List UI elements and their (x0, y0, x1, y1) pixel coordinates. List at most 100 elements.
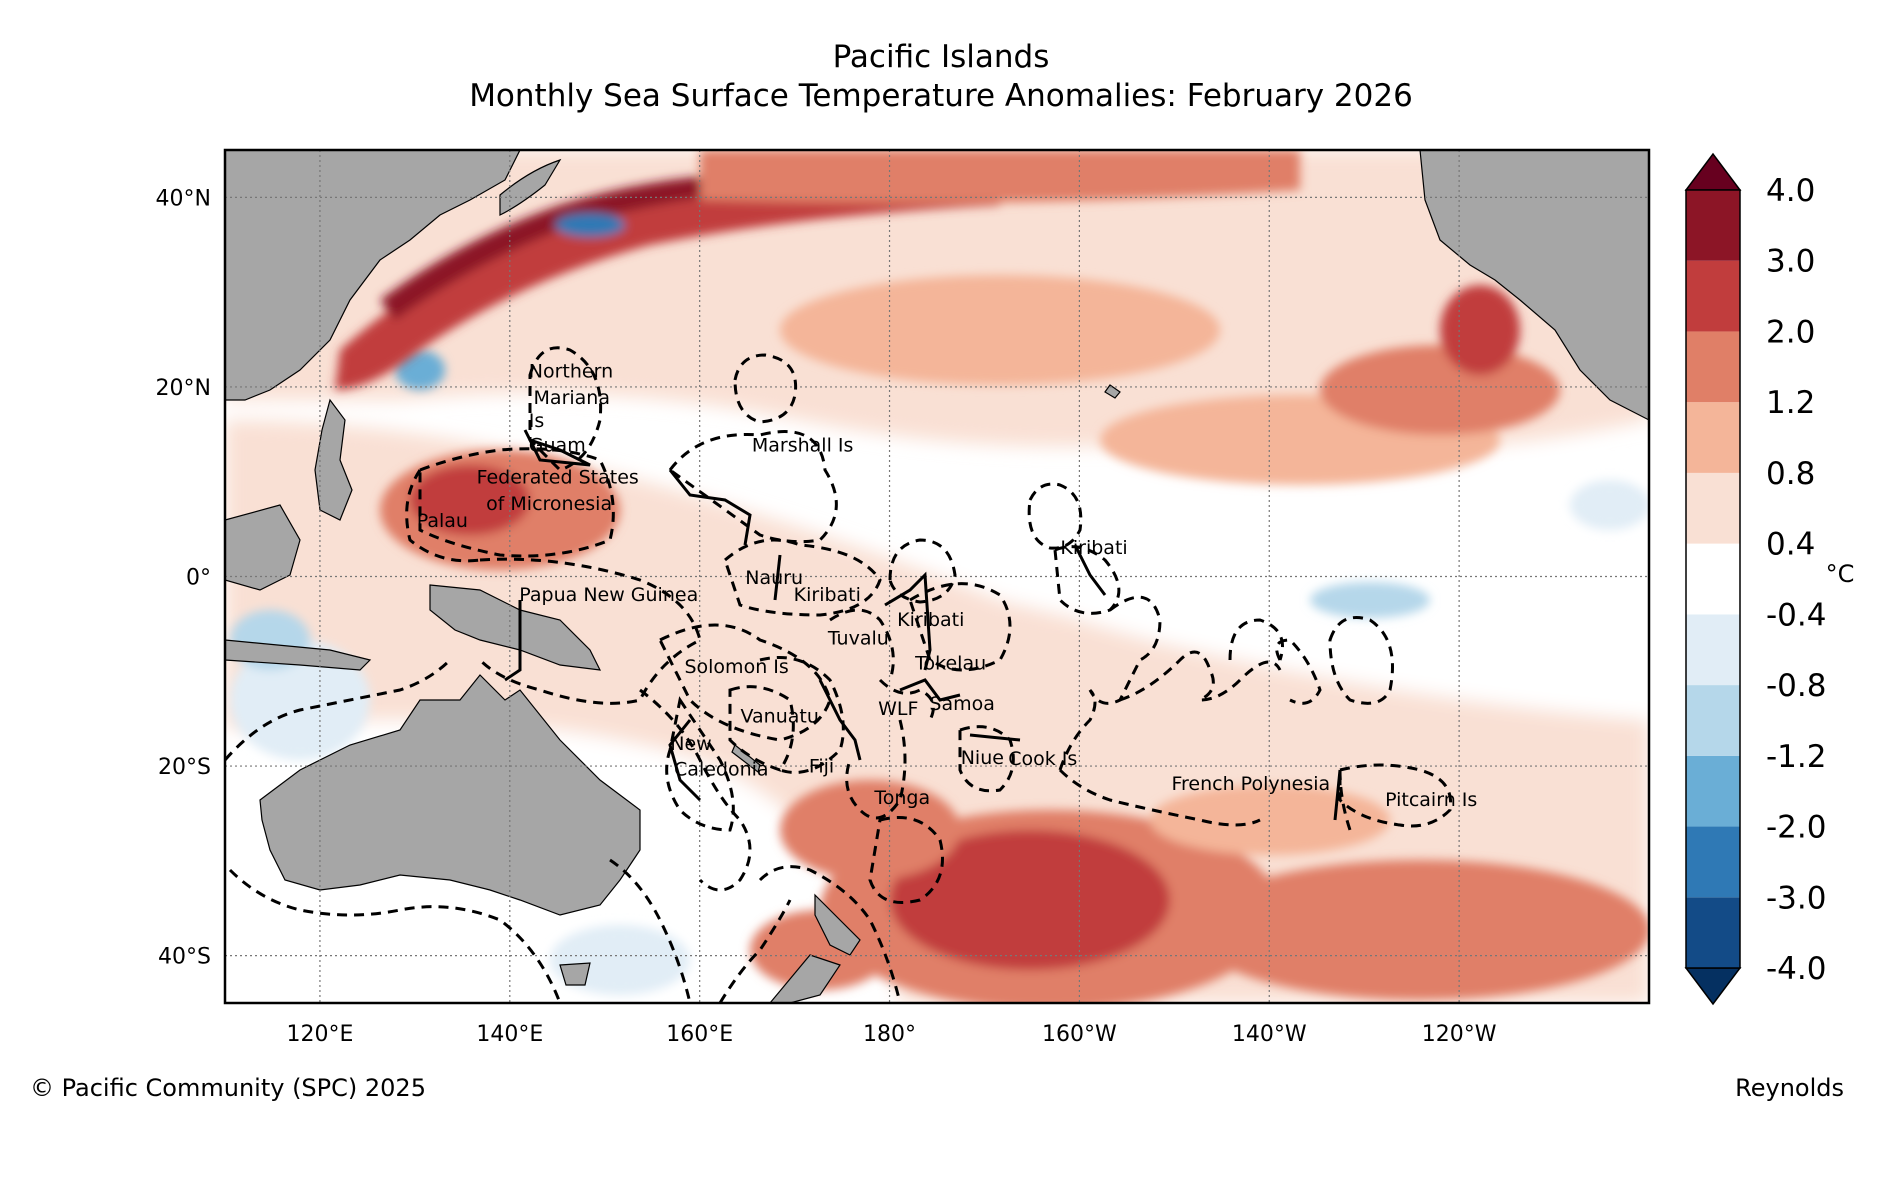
eez-nz-west (718, 899, 792, 1003)
warm-anomaly-micronesia-core (410, 465, 530, 535)
region-label: Guam (529, 434, 586, 456)
cool-anomaly-north-west (395, 350, 445, 390)
eez-boundaries (225, 346, 1453, 1003)
colorbar-segment (1686, 826, 1740, 898)
eez-line-south (1088, 595, 1162, 705)
eez-cook-fp-south (1058, 768, 1261, 827)
colorbar-unit: °C (1826, 560, 1855, 588)
philippines (314, 398, 353, 521)
lon-tick-label: 140°W (1232, 1022, 1307, 1047)
warm-anomaly-south-east (1190, 860, 1649, 1000)
indonesia-islands (225, 639, 372, 671)
axis-labels: 120°E 140°E 160°E 180° 160°W 140°W 120°W 40°N 20… (156, 186, 1497, 1047)
eez-fp-east (1275, 638, 1322, 705)
new-caledonia (731, 744, 761, 774)
region-label: Is (529, 410, 545, 432)
eez-fiji (759, 656, 845, 774)
warm-anomaly-fiji (780, 780, 960, 880)
eez-new-caledonia (665, 696, 735, 832)
north-america (1419, 150, 1649, 421)
lat-tick-label: 20°S (158, 755, 211, 780)
region-label: Samoa (929, 693, 994, 715)
new-zealand-south (769, 954, 841, 1003)
cool-anomaly-east-north (1570, 480, 1649, 530)
colorbar-tick-label: -3.0 (1766, 880, 1827, 916)
eez-dashed-boundaries (225, 346, 1453, 1003)
colorbar-segment (1686, 190, 1740, 261)
colorbar-segment (1686, 260, 1740, 332)
eez-fp-pitcairn-boundary (1333, 769, 1342, 821)
region-label: Kiribati (897, 609, 964, 631)
colorbar-tick-label: -1.2 (1766, 739, 1827, 775)
eez-png (478, 557, 702, 705)
eez-tasman (609, 858, 692, 1003)
region-label: Kiribati (1060, 537, 1127, 559)
colorbar-segment (1686, 472, 1740, 544)
colorbar: -4.0 -3.0 -2.0 -1.2 -0.8 -0.4 0.4 0.8 1.2 2.0 3.0 4… (1684, 152, 1855, 1006)
warm-anomaly-baja (1320, 345, 1560, 435)
region-label: Niue (961, 747, 1004, 769)
eez-tuvalu (829, 608, 895, 681)
eez-marshall (667, 430, 838, 544)
new-zealand-north (814, 893, 861, 956)
eez-cook (1058, 688, 1097, 771)
colorbar-segment (1686, 897, 1740, 968)
colorbar-segment (1686, 402, 1740, 473)
eez-kiribati-line-boundary (1073, 544, 1107, 596)
colorbar-tick-label: 2.0 (1766, 314, 1815, 350)
eez-solomon (657, 623, 832, 742)
tasmania (559, 962, 591, 986)
region-label: Federated States (477, 467, 639, 489)
region-label: of Micronesia (486, 493, 612, 515)
colorbar-tick-label: 0.4 (1766, 527, 1815, 563)
lon-tick-label: 180° (863, 1022, 916, 1047)
hawaii (1104, 384, 1121, 399)
warm-anomaly-north-pacific (780, 275, 1220, 385)
lon-tick-label: 120°E (286, 1022, 353, 1047)
cool-anomaly-kuroshio-eddy (555, 213, 625, 237)
eez-samoa-boundary (899, 678, 961, 702)
colorbar-outline (1685, 189, 1741, 969)
eez-png-solomon-boundary (504, 600, 522, 682)
colorbar-tick-label: -0.4 (1766, 597, 1827, 633)
region-label: Vanuatu (740, 705, 818, 727)
borneo-indonesia (225, 504, 301, 591)
eez-guam-boundary (523, 429, 591, 467)
warm-anomaly-kuroshio-core (380, 175, 720, 320)
eez-phoenix-south (908, 582, 1012, 672)
colorbar-segment (1686, 685, 1740, 756)
region-label: Marshall Is (752, 434, 854, 456)
eez-tuvalu-tokelau-boundary (884, 571, 932, 671)
lat-tick-label: 0° (186, 566, 211, 591)
warm-anomaly-south-east-tail (1150, 785, 1390, 855)
colorbar-tick-label: 0.8 (1766, 456, 1815, 492)
map-gridlines (225, 150, 1649, 1003)
asia-landmass (225, 150, 521, 401)
colorbar-tick-label: -2.0 (1766, 810, 1827, 846)
map-title: Pacific Islands (832, 39, 1050, 75)
region-label: Papua New Guinea (519, 584, 698, 606)
colorbar-segment (1686, 331, 1740, 403)
eez-new-caledonia-boundary (668, 719, 702, 802)
lon-tick-label: 140°E (476, 1022, 543, 1047)
eez-marquesas (1228, 618, 1284, 661)
colorbar-arrow-max (1684, 152, 1742, 191)
map-frame (223, 148, 1651, 1005)
region-label: Tonga (873, 787, 930, 809)
warm-anomaly-new-zealand (750, 910, 890, 990)
region-label: Cook Is (1008, 748, 1077, 770)
colorbar-segment (1686, 543, 1740, 615)
eez-micronesia (418, 447, 615, 558)
region-label: Mariana (534, 387, 610, 409)
region-label: WLF (878, 698, 918, 720)
region-label: Tokelau (914, 652, 986, 674)
eez-australia-south (228, 868, 562, 1003)
cool-anomaly-east-equator (1310, 582, 1430, 618)
eez-phoenix (888, 538, 957, 604)
colorbar-tick-label: -4.0 (1766, 951, 1827, 987)
lon-tick-label: 120°W (1422, 1022, 1497, 1047)
copyright-text: © Pacific Community (SPC) 2025 (30, 1074, 426, 1102)
